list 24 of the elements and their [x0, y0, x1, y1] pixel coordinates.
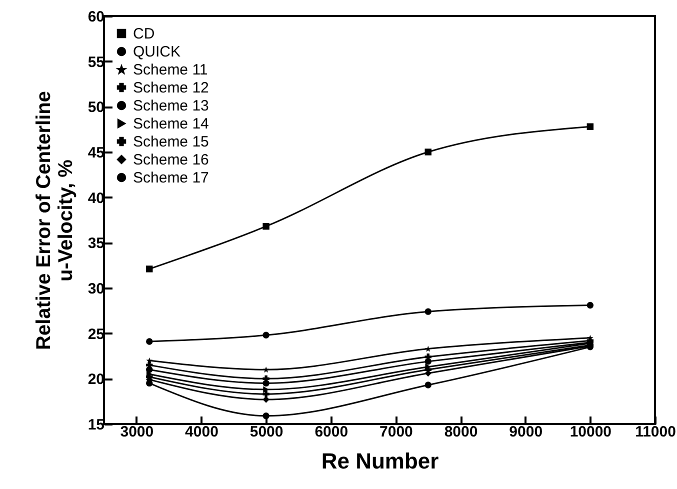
legend-label: Scheme 17	[133, 170, 209, 186]
legend-label: Scheme 11	[133, 62, 208, 78]
x-tick-label: 3000	[120, 424, 154, 440]
x-tick-label: 9000	[509, 424, 543, 440]
y-tick-label: 15	[88, 416, 104, 434]
x-tick-label: 6000	[314, 424, 348, 440]
x-tick-label: 8000	[444, 424, 478, 440]
y-axis-title: Relative Error of Centerline u-Velocity, %	[32, 91, 77, 350]
y-tick-label: 55	[88, 54, 104, 71]
x-tick-label: 11000	[635, 424, 676, 440]
legend-label: CD	[133, 26, 155, 42]
x-tick-label: 7000	[380, 424, 413, 440]
x-tick-label: 10000	[570, 424, 612, 440]
x-tick-label: 4000	[185, 424, 218, 440]
legend-label: Scheme 13	[133, 98, 209, 114]
x-axis-title: Re Number	[321, 448, 440, 474]
legend-label: Scheme 16	[133, 152, 209, 168]
legend-label: Scheme 15	[133, 134, 209, 150]
legend-label: QUICK	[133, 44, 181, 60]
y-tick-label: 50	[88, 99, 104, 116]
legend-label: Scheme 14	[133, 116, 209, 132]
legend-label: Scheme 12	[133, 80, 209, 96]
y-tick-label: 60	[88, 8, 104, 26]
x-tick-label: 5000	[250, 424, 284, 440]
